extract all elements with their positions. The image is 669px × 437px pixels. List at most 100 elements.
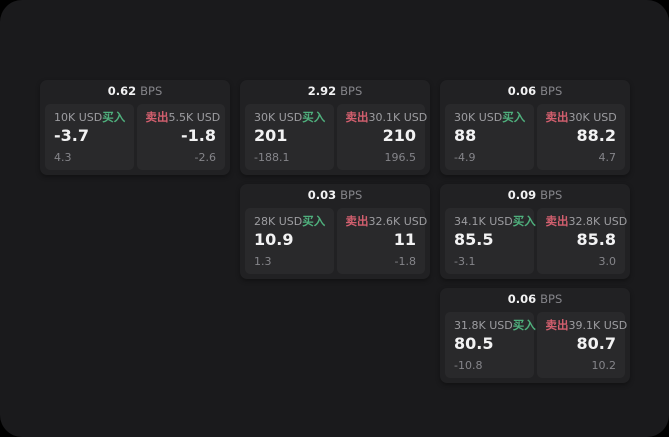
- buy-tile[interactable]: 30K USD 买入 201 -188.1: [245, 104, 334, 170]
- buy-price: 85.5: [454, 230, 494, 250]
- sell-change: -1.8: [394, 254, 416, 268]
- buy-price: 88: [454, 126, 477, 146]
- sell-amount: 32.8K USD: [568, 215, 628, 228]
- sell-change: 3.0: [598, 254, 617, 268]
- bps-value: 2.92: [307, 84, 337, 99]
- card-body: 10K USD 买入 -3.7 4.3 卖出 5.5K USD -1.8 -2.…: [40, 104, 230, 175]
- sell-price: 80.7: [576, 334, 616, 354]
- sell-tile-header: 卖出 30.1K USD: [345, 110, 428, 124]
- buy-side-label: 买入: [502, 110, 526, 124]
- buy-tile-header: 31.8K USD 买入: [454, 319, 536, 332]
- buy-side-label: 买入: [512, 214, 536, 228]
- sell-side-label: 卖出: [545, 318, 569, 332]
- bps-value: 0.03: [307, 188, 337, 203]
- buy-change: -3.1: [454, 254, 476, 268]
- sell-amount: 30.1K USD: [368, 111, 428, 124]
- sell-tile[interactable]: 卖出 5.5K USD -1.8 -2.6: [136, 104, 225, 170]
- buy-tile[interactable]: 28K USD 买入 10.9 1.3: [245, 208, 334, 274]
- buy-side-label: 买入: [102, 110, 126, 124]
- buy-tile-header: 28K USD 买入: [254, 215, 325, 228]
- card-header: 0.06 BPS: [440, 288, 630, 312]
- quote-card: 2.92 BPS 30K USD 买入 201 -188.1 卖出 30.1K …: [240, 80, 430, 175]
- buy-price: 80.5: [454, 334, 494, 354]
- sell-price: -1.8: [181, 126, 216, 146]
- buy-tile-header: 30K USD 买入: [254, 111, 325, 124]
- sell-side-label: 卖出: [345, 110, 369, 124]
- sell-side-label: 卖出: [545, 110, 569, 124]
- bps-unit-label: BPS: [540, 84, 563, 99]
- sell-side-label: 卖出: [545, 214, 569, 228]
- buy-price: -3.7: [54, 126, 89, 146]
- bps-value: 0.62: [107, 84, 137, 99]
- sell-change: 10.2: [591, 358, 617, 372]
- sell-tile[interactable]: 卖出 32.6K USD 11 -1.8: [336, 208, 428, 274]
- buy-tile-header: 34.1K USD 买入: [454, 215, 536, 228]
- buy-tile[interactable]: 31.8K USD 买入 80.5 -10.8: [445, 312, 536, 378]
- sell-tile-header: 卖出 5.5K USD: [146, 111, 221, 124]
- buy-amount: 30K USD: [254, 111, 303, 124]
- buy-change: -10.8: [454, 358, 483, 372]
- bps-value: 0.06: [507, 292, 537, 307]
- sell-price: 11: [393, 230, 416, 250]
- sell-side-label: 卖出: [345, 214, 369, 228]
- buy-change: 4.3: [54, 150, 72, 164]
- sell-change: 4.7: [598, 150, 617, 164]
- sell-tile[interactable]: 卖出 32.8K USD 85.8 3.0: [536, 208, 628, 274]
- quote-card: 0.06 BPS 30K USD 买入 88 -4.9 卖出 30K USD 8…: [440, 80, 630, 175]
- bps-value: 0.09: [507, 188, 537, 203]
- card-header: 0.62 BPS: [40, 80, 230, 104]
- buy-tile-header: 10K USD 买入: [54, 111, 125, 124]
- buy-tile[interactable]: 10K USD 买入 -3.7 4.3: [45, 104, 134, 170]
- sell-amount: 39.1K USD: [568, 319, 628, 332]
- buy-change: -4.9: [454, 150, 476, 164]
- quote-card: 0.09 BPS 34.1K USD 买入 85.5 -3.1 卖出 32.8K…: [440, 184, 630, 279]
- buy-change: -188.1: [254, 150, 290, 164]
- card-body: 31.8K USD 买入 80.5 -10.8 卖出 39.1K USD 80.…: [440, 312, 630, 383]
- sell-tile-header: 卖出 39.1K USD: [545, 318, 628, 332]
- buy-tile-header: 30K USD 买入: [454, 111, 525, 124]
- sell-amount: 32.6K USD: [368, 215, 428, 228]
- buy-side-label: 买入: [302, 110, 326, 124]
- quote-card: 0.06 BPS 31.8K USD 买入 80.5 -10.8 卖出 39.1…: [440, 288, 630, 383]
- bps-unit-label: BPS: [540, 188, 563, 203]
- buy-tile[interactable]: 34.1K USD 买入 85.5 -3.1: [445, 208, 536, 274]
- sell-price: 88.2: [576, 126, 616, 146]
- sell-price: 85.8: [576, 230, 616, 250]
- buy-amount: 30K USD: [454, 111, 503, 124]
- buy-amount: 28K USD: [254, 215, 303, 228]
- bps-unit-label: BPS: [340, 84, 363, 99]
- buy-tile[interactable]: 30K USD 买入 88 -4.9: [445, 104, 534, 170]
- sell-tile-header: 卖出 32.6K USD: [345, 214, 428, 228]
- sell-tile-header: 卖出 32.8K USD: [545, 214, 628, 228]
- sell-change: -2.6: [194, 150, 216, 164]
- buy-amount: 34.1K USD: [454, 215, 513, 228]
- card-header: 0.09 BPS: [440, 184, 630, 208]
- quote-card: 0.03 BPS 28K USD 买入 10.9 1.3 卖出 32.6K US…: [240, 184, 430, 279]
- sell-amount: 5.5K USD: [168, 111, 221, 124]
- card-body: 30K USD 买入 201 -188.1 卖出 30.1K USD 210 1…: [240, 104, 430, 175]
- quote-card: 0.62 BPS 10K USD 买入 -3.7 4.3 卖出 5.5K USD…: [40, 80, 230, 175]
- buy-amount: 10K USD: [54, 111, 103, 124]
- bps-value: 0.06: [507, 84, 537, 99]
- sell-tile[interactable]: 卖出 30K USD 88.2 4.7: [536, 104, 625, 170]
- buy-change: 1.3: [254, 254, 272, 268]
- card-body: 28K USD 买入 10.9 1.3 卖出 32.6K USD 11 -1.8: [240, 208, 430, 279]
- buy-price: 201: [254, 126, 288, 146]
- buy-price: 10.9: [254, 230, 294, 250]
- card-header: 0.06 BPS: [440, 80, 630, 104]
- sell-tile[interactable]: 卖出 30.1K USD 210 196.5: [336, 104, 428, 170]
- card-body: 34.1K USD 买入 85.5 -3.1 卖出 32.8K USD 85.8…: [440, 208, 630, 279]
- bps-unit-label: BPS: [540, 292, 563, 307]
- sell-tile[interactable]: 卖出 39.1K USD 80.7 10.2: [536, 312, 628, 378]
- sell-tile-header: 卖出 30K USD: [546, 111, 617, 124]
- quote-grid: 0.62 BPS 10K USD 买入 -3.7 4.3 卖出 5.5K USD…: [40, 80, 630, 383]
- buy-side-label: 买入: [512, 318, 536, 332]
- bps-unit-label: BPS: [340, 188, 363, 203]
- sell-price: 210: [382, 126, 416, 146]
- sell-change: 196.5: [384, 150, 417, 164]
- card-body: 30K USD 买入 88 -4.9 卖出 30K USD 88.2 4.7: [440, 104, 630, 175]
- card-header: 2.92 BPS: [240, 80, 430, 104]
- bps-unit-label: BPS: [140, 84, 163, 99]
- buy-amount: 31.8K USD: [454, 319, 513, 332]
